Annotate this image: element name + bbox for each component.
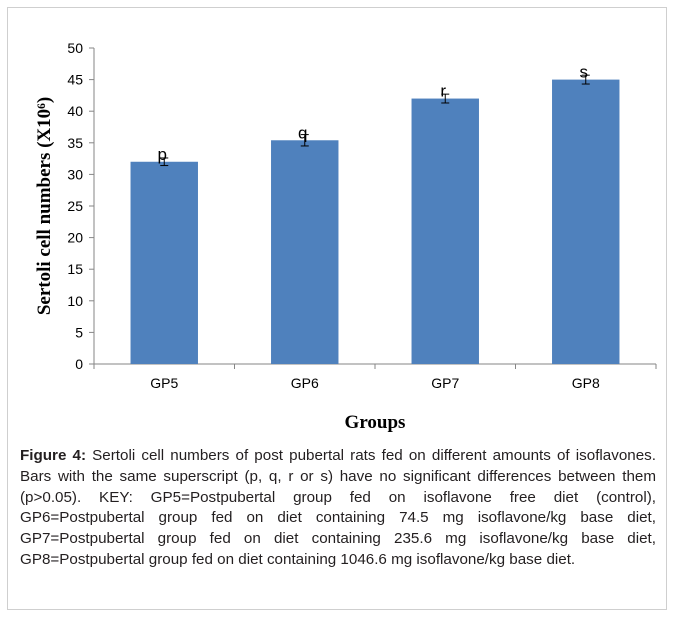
y-tick-label: 35: [67, 135, 83, 151]
y-axis-label: Sertoli cell numbers (X10⁶): [34, 97, 55, 315]
bar-gp8: [552, 79, 620, 364]
y-tick-label: 0: [75, 356, 83, 372]
bars: p q r s: [130, 63, 620, 364]
y-tick-label: 45: [67, 72, 83, 88]
x-tick-label: GP5: [150, 375, 178, 391]
superscript-label: q: [298, 123, 307, 142]
bar-gp5: [130, 161, 198, 364]
bar-chart: 0 5 10 15 20 25 30 35 40 45 50 GP5 GP6 GP7 GP8 p q r s S…: [34, 40, 657, 433]
caption-text: Sertoli cell numbers of post pubertal ra…: [20, 447, 656, 568]
superscript-label: p: [158, 145, 167, 164]
x-tick-label: GP6: [291, 375, 319, 391]
bar-gp7: [411, 98, 479, 364]
x-axis-label: Groups: [345, 412, 406, 433]
superscript-label: s: [580, 63, 589, 82]
y-tick-label: 30: [67, 166, 83, 182]
y-tick-label: 5: [75, 324, 83, 340]
y-tick-label: 20: [67, 230, 83, 246]
x-tick-label: GP8: [572, 375, 600, 391]
x-axis: GP5 GP6 GP7 GP8: [93, 363, 657, 391]
caption-label: Figure 4:: [20, 447, 87, 464]
x-tick-label: GP7: [431, 375, 459, 391]
bar-gp6: [271, 140, 339, 364]
y-tick-label: 10: [67, 293, 83, 309]
y-tick-label: 50: [67, 40, 83, 56]
y-tick-label: 15: [67, 261, 83, 277]
y-tick-label: 40: [67, 103, 83, 119]
y-axis: 0 5 10 15 20 25 30 35 40 45 50: [67, 40, 95, 372]
superscript-label: r: [440, 82, 446, 101]
y-tick-label: 25: [67, 198, 83, 214]
figure-caption: Figure 4: Sertoli cell numbers of post p…: [20, 446, 656, 571]
